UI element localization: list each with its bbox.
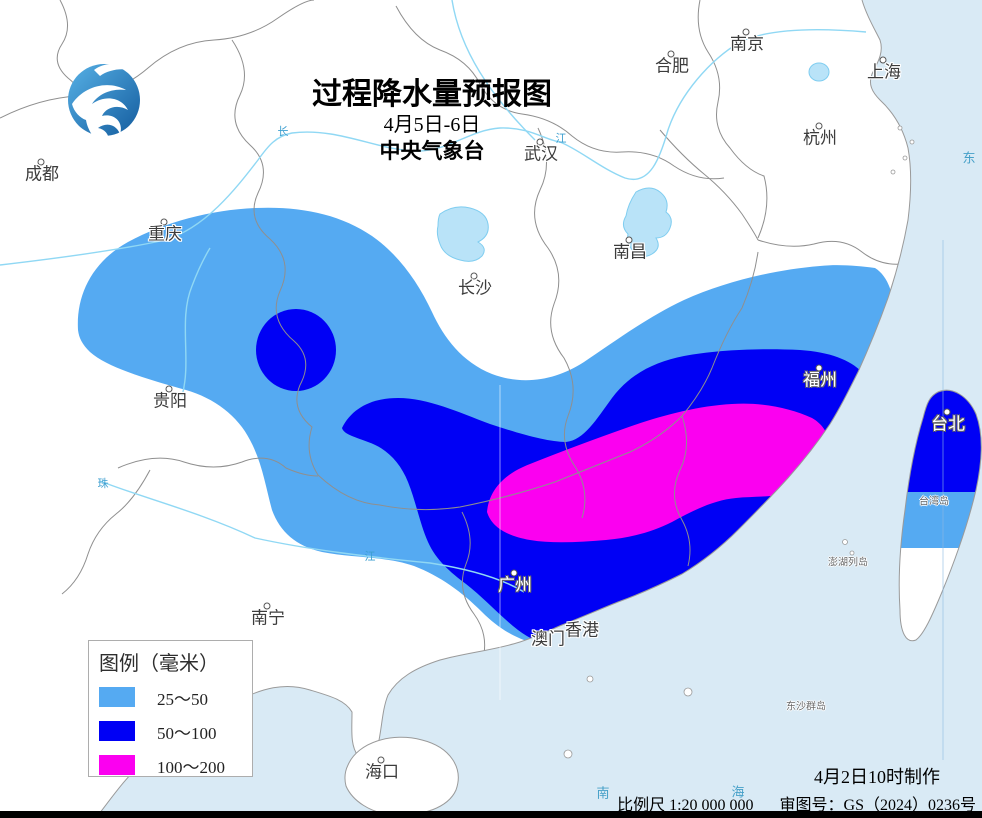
map-label: 珠 xyxy=(97,478,109,490)
scale-text: 比例尺 1:20 000 000 xyxy=(617,797,754,814)
map-label: 澳门 xyxy=(531,629,565,649)
scale-approval-line: 比例尺 1:20 000 000 审图号：GS（2024）0236号 xyxy=(617,791,976,815)
city-marker xyxy=(536,138,544,146)
map-label: 台湾岛 xyxy=(919,496,949,508)
map-label: 澎湖列岛 xyxy=(828,557,868,569)
tai-lake xyxy=(808,62,830,82)
legend-swatch xyxy=(99,721,135,741)
map-label: 南昌 xyxy=(613,242,647,262)
small-islands xyxy=(563,125,915,759)
map-label: 东沙群岛 xyxy=(786,701,826,713)
city-marker xyxy=(742,28,750,36)
sea-region xyxy=(96,0,982,818)
coastline xyxy=(95,0,912,818)
legend-item: 100～200 xyxy=(99,748,252,782)
province-boundaries xyxy=(0,0,903,707)
city-marker xyxy=(263,602,271,610)
graticule-lines xyxy=(499,240,944,760)
legend-item: 50～100 xyxy=(99,714,252,748)
legend: 图例（毫米） 25～50 50～100 100～200 xyxy=(88,640,253,777)
legend-label: 25～50 xyxy=(157,689,208,709)
city-marker xyxy=(943,408,951,416)
legend-item: 25～50 xyxy=(99,680,252,714)
han-river xyxy=(451,0,536,141)
precip-50-100-inner-oval xyxy=(256,309,336,391)
pearl-river xyxy=(99,480,525,593)
bottom-black-bar xyxy=(0,811,982,818)
map-label: 成都 xyxy=(25,164,59,184)
legend-items: 25～50 50～100 100～200 xyxy=(99,680,252,782)
map-label: 贵阳 xyxy=(153,391,187,411)
map-label: 海口 xyxy=(365,762,399,782)
city-marker xyxy=(160,218,168,226)
map-label: 南 xyxy=(596,785,610,801)
map-label: 东 xyxy=(962,150,976,166)
city-marker xyxy=(377,756,385,764)
city-marker xyxy=(510,569,518,577)
wu-river xyxy=(181,247,211,397)
map-label: 江 xyxy=(364,551,376,563)
issued-time-text: 4月2日10时制作 xyxy=(814,767,940,787)
city-marker xyxy=(165,385,173,393)
map-label: 福州 xyxy=(803,370,837,390)
map-label: 长沙 xyxy=(458,278,492,298)
city-marker xyxy=(879,56,887,64)
legend-title: 图例（毫米） xyxy=(99,653,219,675)
legend-label: 100～200 xyxy=(157,757,225,777)
approval-number-text: 审图号：GS（2024）0236号 xyxy=(779,797,976,814)
map-label: 合肥 xyxy=(655,56,689,76)
map-label: 重庆 xyxy=(148,224,182,244)
legend-swatch xyxy=(99,687,135,707)
city-marker xyxy=(625,236,633,244)
map-label: 长 xyxy=(277,126,289,138)
map-label: 南京 xyxy=(730,34,764,54)
yangtze-river xyxy=(0,29,867,266)
poyang-lake xyxy=(622,187,672,258)
city-marker xyxy=(815,122,823,130)
map-label: 杭州 xyxy=(803,128,837,148)
lakes xyxy=(436,62,830,262)
map-label: 武汉 xyxy=(524,144,558,164)
map-label: 上海 xyxy=(867,62,901,82)
map-label: 香港 xyxy=(565,620,599,640)
precip-100-200-region xyxy=(487,403,830,543)
legend-swatch xyxy=(99,755,135,775)
map-label: 广州 xyxy=(498,575,532,595)
precipitation-layers xyxy=(77,207,895,649)
legend-label: 50～100 xyxy=(157,723,217,743)
map-label: 江 xyxy=(555,133,567,145)
city-marker xyxy=(667,50,675,58)
city-marker xyxy=(37,158,45,166)
map-label: 台北 xyxy=(931,414,965,434)
map-label: 南宁 xyxy=(251,608,285,628)
cma-logo xyxy=(68,64,140,148)
city-marker xyxy=(470,272,478,280)
dongting-lake xyxy=(436,206,489,262)
rivers xyxy=(0,0,867,593)
hainan-island xyxy=(344,736,459,816)
city-marker xyxy=(815,364,823,372)
